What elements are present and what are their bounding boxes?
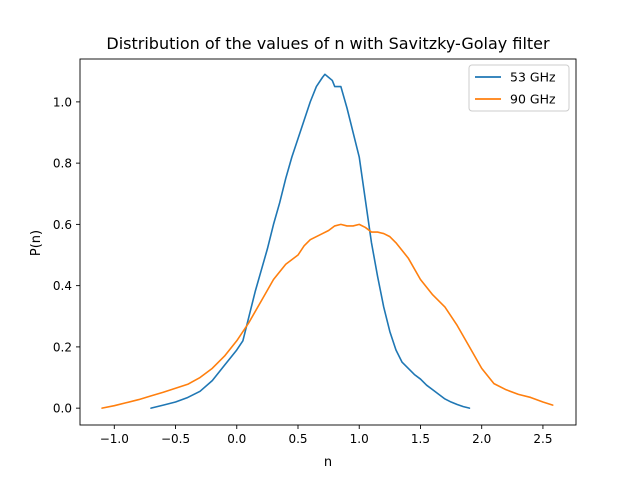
x-axis-label: n [324, 455, 332, 470]
x-tick-label: 1.5 [411, 432, 430, 446]
y-axis-label: P(n) [29, 230, 44, 256]
series-line-53ghz [150, 73, 471, 409]
chart-title: Distribution of the values of n with Sav… [106, 34, 550, 53]
y-tick-label: 0.0 [53, 402, 72, 416]
x-tick-label: 0.5 [288, 432, 307, 446]
legend: 53 GHz 90 GHz [468, 64, 570, 112]
plot-area: −1.0 −0.5 0.0 0.5 1.0 1.5 2.0 2.5 0.0 0.2 0.4 0.6 0.… [53, 58, 577, 446]
y-tick-label: 1.0 [53, 95, 72, 109]
y-tick-label: 0.4 [53, 279, 72, 293]
y-tick-label: 0.6 [53, 218, 72, 232]
x-tick-label: 2.0 [472, 432, 491, 446]
x-tick-label: 0.0 [227, 432, 246, 446]
legend-label-90ghz: 90 GHz [510, 92, 556, 107]
y-tick-label: 0.2 [53, 340, 72, 354]
x-tick-label: −0.5 [161, 432, 190, 446]
axes-frame [79, 58, 577, 426]
x-tick-label: 1.0 [350, 432, 369, 446]
legend-label-53ghz: 53 GHz [510, 70, 556, 85]
y-tick-label: 0.8 [53, 157, 72, 171]
x-tick-label: 2.5 [533, 432, 552, 446]
x-tick-label: −1.0 [100, 432, 129, 446]
series-line-90ghz [101, 223, 554, 409]
